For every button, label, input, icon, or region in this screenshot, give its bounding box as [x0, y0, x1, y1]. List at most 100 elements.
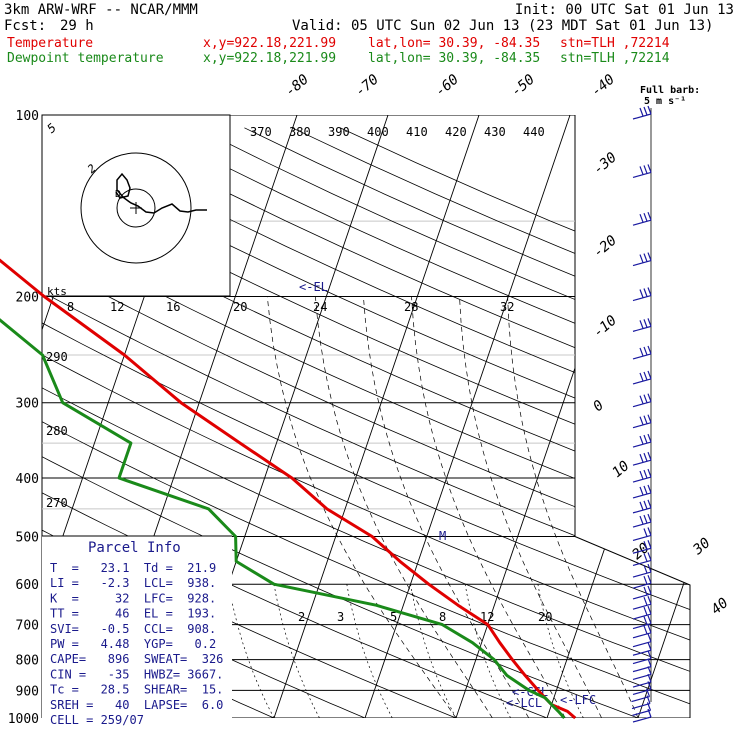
isotherm-label-10: 10	[609, 458, 632, 481]
barb-flag	[639, 416, 644, 425]
barb-staff	[631, 702, 651, 710]
isotherm-label-m80: -80	[282, 72, 312, 101]
barb-staff	[632, 401, 652, 408]
barb-staff	[632, 441, 652, 448]
barb-staff	[632, 476, 652, 483]
dry-adiabat	[339, 127, 690, 718]
dry-adiabat	[42, 127, 673, 718]
barb-flag	[647, 499, 652, 509]
barb-staff	[632, 353, 652, 360]
barb-staff	[632, 709, 651, 716]
barb-flag	[643, 165, 648, 174]
barb-flag	[643, 452, 648, 462]
parcel-row-1: LI = -2.3 LCL= 938.	[50, 576, 216, 590]
barb-flag	[647, 211, 652, 221]
mixing-ratio-line	[346, 584, 393, 718]
wind-barb	[632, 563, 652, 578]
barb-flag	[646, 695, 651, 704]
isotherm-label-m20: -20	[590, 233, 620, 262]
mixing-ratio-label-20: 20	[538, 610, 552, 624]
barb-flag	[639, 289, 644, 298]
moist-adiabat	[507, 296, 639, 718]
wind-barb	[632, 414, 652, 429]
lcl-marker: <-LCL	[506, 696, 542, 710]
hodograph-speed-16: 16	[166, 300, 180, 314]
barb-flag	[639, 213, 644, 223]
theta-label-390: 390	[328, 125, 350, 139]
init-time: Init: 00 UTC Sat 01 Jun 13	[514, 2, 734, 18]
barb-flag	[639, 166, 644, 175]
temperature-legend: Temperature	[7, 36, 94, 51]
barb-flag	[643, 596, 648, 606]
wind-barb	[632, 681, 652, 695]
wind-barb	[632, 575, 652, 589]
barb-flag	[647, 252, 652, 261]
barb-flag	[647, 318, 652, 327]
barb-flag	[647, 615, 652, 624]
barb-flag	[647, 666, 652, 675]
parcel-row-0: T = 23.1 Td = 21.9	[50, 561, 216, 575]
barb-flag	[647, 605, 652, 615]
wind-barb	[631, 695, 651, 710]
hodograph-speed-8: 8	[67, 300, 74, 314]
barb-flag	[643, 469, 648, 479]
barb-staff	[632, 559, 652, 567]
hodograph-speed-20: 20	[233, 300, 247, 314]
barb-flag	[639, 254, 644, 263]
moist-adiabat	[363, 296, 530, 718]
barb-flag	[639, 435, 644, 445]
parcel-row-8: Tc = 28.5 SHEAR= 15.	[50, 683, 223, 697]
barb-flag	[643, 541, 648, 550]
hodograph-speed-32: 32	[500, 300, 514, 314]
barb-flag	[639, 501, 644, 511]
isotherm	[729, 115, 740, 718]
moist-adiabat	[411, 296, 566, 718]
lfc-marker: <-LFC	[560, 693, 596, 707]
isotherm-label-0: 0	[590, 397, 607, 415]
barb-staff	[632, 632, 652, 639]
wind-barb	[632, 540, 652, 554]
isotherm-label-30: 30	[690, 535, 714, 559]
barb-flag	[647, 552, 652, 561]
barb-flag	[643, 616, 648, 625]
isotherm-label-40: 40	[708, 595, 731, 618]
isotherm	[455, 115, 662, 718]
barb-flag	[643, 514, 648, 524]
theta-label-280: 280	[46, 424, 68, 438]
wind-barb	[632, 595, 652, 610]
isotherm	[546, 115, 690, 718]
parcel-bg	[42, 536, 232, 718]
moist-adiabat	[315, 296, 493, 718]
wind-barb	[632, 673, 652, 688]
hodograph-speed-24: 24	[313, 300, 327, 314]
temperature-profile	[0, 258, 577, 720]
mixing-ratio-label-2: 2	[298, 610, 305, 624]
barb-flag	[647, 563, 652, 573]
theta-label-290: 290	[46, 350, 68, 364]
barb-flag	[643, 576, 648, 585]
barb-flag	[647, 673, 652, 683]
parcel-row-4: SVI= -0.5 CCL= 908.	[50, 622, 216, 636]
barb-flag	[647, 540, 652, 549]
barb-staff	[632, 521, 652, 528]
parcel-row-3: TT = 46 EL = 193.	[50, 607, 216, 621]
wind-barb	[632, 666, 652, 681]
dry-adiabat	[42, 127, 690, 718]
barb-staff	[632, 219, 652, 226]
isotherm-label-m70: -70	[352, 72, 382, 101]
dewpoint-station: stn=TLH ,72214	[560, 51, 670, 66]
wind-barb	[632, 393, 652, 408]
dewpoint-xy: x,y=922.18,221.99	[203, 51, 337, 66]
theta-label-440: 440	[523, 125, 545, 139]
barb-flag	[647, 105, 652, 115]
wind-barb	[632, 105, 652, 120]
barb-staff	[632, 603, 652, 610]
moist-adiabat	[459, 296, 602, 718]
barb-staff	[632, 613, 652, 620]
barb-flag	[643, 500, 648, 510]
barb-staff	[632, 688, 652, 695]
parcel-title: Parcel Info	[88, 540, 181, 556]
barb-staff	[632, 582, 652, 589]
pressure-label-500: 500	[16, 530, 39, 545]
